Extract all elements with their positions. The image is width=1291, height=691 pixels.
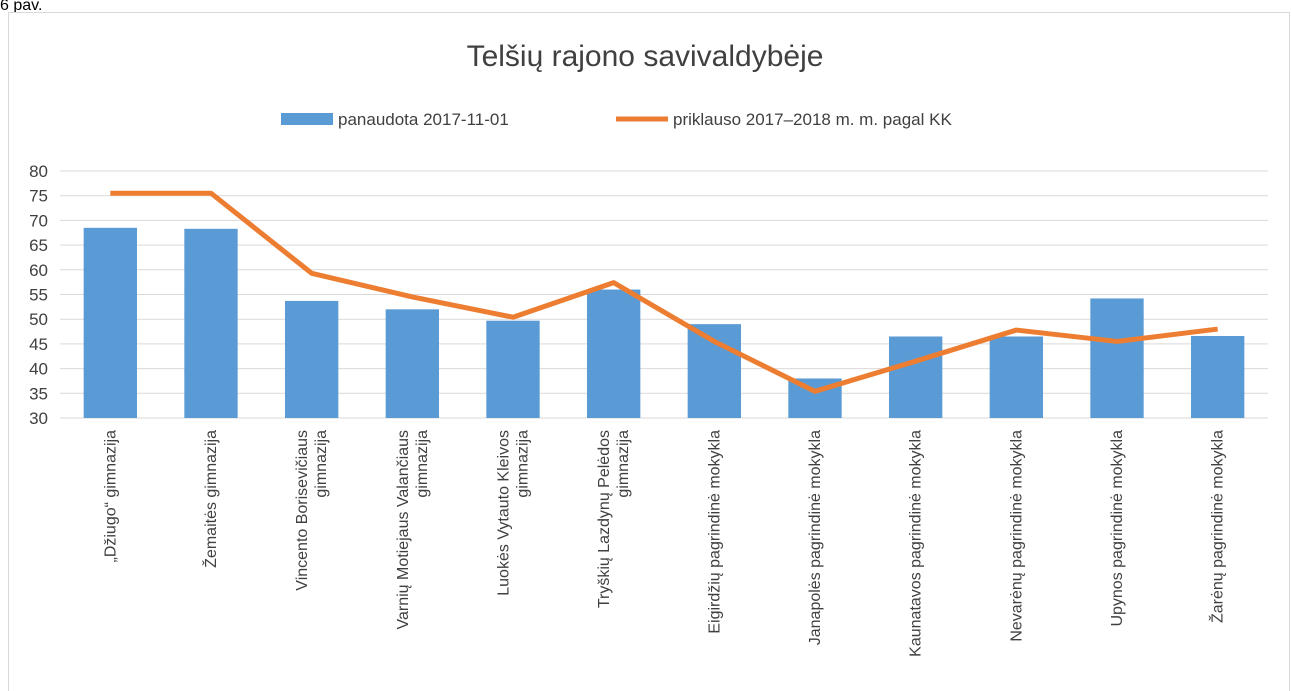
x-tick-label: Vincento Borisevičiaus gimnazija — [294, 430, 330, 591]
legend-swatch — [281, 113, 333, 125]
bar — [486, 320, 540, 418]
x-tick-label: Tryškių Lazdynų Pelėdos gimnazija — [596, 430, 632, 608]
chart-title: Telšių rajono savivaldybėje — [467, 40, 824, 73]
x-tick-label: Žarėnų pagrindinė mokykla — [1208, 430, 1227, 623]
legend-label: priklauso 2017–2018 m. m. pagal KK — [673, 110, 952, 129]
x-tick-label: Upynos pagrindinė mokykla — [1109, 430, 1126, 627]
bar — [83, 227, 138, 418]
legend-label: panaudota 2017-11-01 — [338, 110, 509, 129]
bar — [385, 309, 440, 418]
bar — [284, 300, 339, 418]
y-tick-label: 75 — [29, 187, 48, 206]
x-tick-label: Janapolės pagrindinė mokykla — [807, 430, 824, 645]
x-tick-label: Kaunatavos pagrindinė mokykla — [908, 430, 925, 657]
bar — [989, 336, 1044, 418]
x-tick-label: „Džiugo“ gimnazija — [102, 430, 119, 563]
y-tick-label: 60 — [29, 261, 48, 280]
bar — [888, 336, 943, 418]
y-tick-label: 30 — [29, 409, 48, 428]
line — [110, 190, 1218, 394]
bar — [184, 228, 238, 418]
bar — [1090, 298, 1144, 418]
y-tick-label: 45 — [29, 335, 48, 354]
x-tick-label: Luokės Vytauto Kleivos gimnazija — [496, 430, 532, 596]
x-tick-label: Nevarėnų pagrindinė mokykla — [1008, 430, 1025, 642]
y-tick-label: 80 — [29, 162, 48, 181]
x-tick-label: Varnių Motiejaus Valančiaus gimnazija — [395, 430, 431, 630]
y-tick-label: 70 — [29, 211, 48, 230]
bar — [1190, 335, 1245, 418]
bar — [586, 289, 641, 418]
bar — [687, 324, 742, 418]
y-tick-label: 35 — [29, 384, 48, 403]
x-tick-label: Eigirdžių pagrindinė mokykla — [706, 430, 723, 634]
y-tick-label: 65 — [29, 236, 48, 255]
y-tick-label: 40 — [29, 360, 48, 379]
y-tick-label: 55 — [29, 286, 48, 305]
y-tick-label: 50 — [29, 310, 48, 329]
x-tick-label: Žemaitės gimnazija — [201, 430, 220, 568]
caption: 6 pav. — [0, 0, 42, 14]
